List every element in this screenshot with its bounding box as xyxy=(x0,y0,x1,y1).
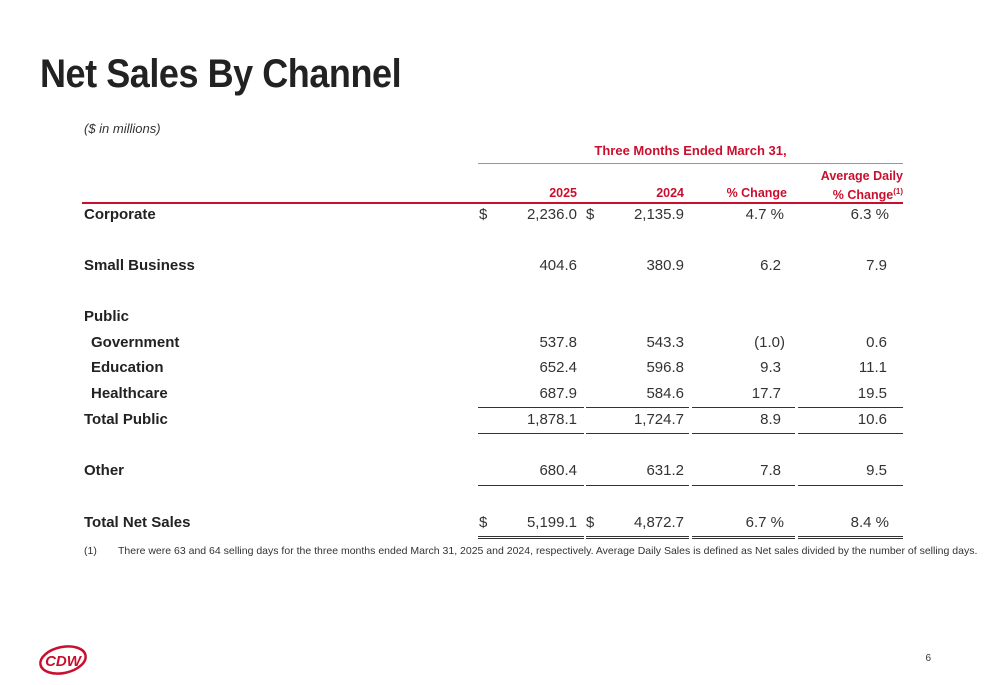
value-avg-daily-change: 10.6 xyxy=(857,411,887,428)
table-row-education: Education 652.4 596.8 9.3 11.1 xyxy=(0,359,1000,381)
value-avg-daily-change: 11.1 xyxy=(858,359,887,376)
other-rule xyxy=(586,485,689,486)
value-2025: 404.6 xyxy=(539,257,577,274)
value-avg-daily-change: 9.5 xyxy=(866,462,887,479)
table-row-small-business: Small Business 404.6 380.9 6.2 7.9 xyxy=(0,257,1000,279)
dollar-sign: $ xyxy=(479,206,488,223)
value-2025: 537.8 xyxy=(539,334,577,351)
value-pct-change: 6.2 xyxy=(760,257,781,274)
value-pct-change: 6.7 % xyxy=(745,514,784,531)
footnote-ref: (1) xyxy=(893,187,903,196)
grand-total-double-rule xyxy=(692,536,795,542)
total-public-rule xyxy=(798,433,903,434)
value-pct-change: (1.0) xyxy=(754,334,785,351)
row-label: Small Business xyxy=(84,257,195,274)
svg-text:CDW: CDW xyxy=(45,653,83,670)
column-header-avg-daily: Average Daily % Change(1) xyxy=(783,169,903,203)
value-pct-change: 4.7 % xyxy=(745,206,784,223)
value-avg-daily-change: 7.9 xyxy=(866,257,887,274)
value-2024: 631.2 xyxy=(646,462,684,479)
value-2024: 1,724.7 xyxy=(633,411,684,428)
value-2024: 4,872.7 xyxy=(633,514,684,531)
value-2024: 584.6 xyxy=(646,385,684,402)
value-avg-daily-change: 8.4 % xyxy=(850,514,889,531)
cdw-logo: CDW xyxy=(38,643,90,682)
row-label: Other xyxy=(84,462,125,479)
table-row-corporate: Corporate $ 2,236.0 $ 2,135.9 4.7 % 6.3 … xyxy=(0,206,1000,228)
value-pct-change: 9.3 xyxy=(760,359,781,376)
grand-total-double-rule xyxy=(586,536,689,542)
table-row-government: Government 537.8 543.3 (1.0) 0.6 xyxy=(0,334,1000,356)
value-pct-change: 8.9 xyxy=(760,411,781,428)
subtotal-rule xyxy=(586,407,689,408)
page-number: 6 xyxy=(925,653,931,664)
table-row-total-public: Total Public 1,878.1 1,724.7 8.9 10.6 xyxy=(0,411,1000,433)
row-label: Government xyxy=(91,334,180,351)
footnote: (1) There were 63 and 64 selling days for… xyxy=(84,545,977,557)
value-2025: 687.9 xyxy=(539,385,577,402)
value-avg-daily-change: 0.6 xyxy=(866,334,887,351)
value-2025: 5,199.1 xyxy=(526,514,577,531)
value-avg-daily-change: 6.3 % xyxy=(850,206,889,223)
value-pct-change: 17.7 xyxy=(751,385,781,402)
other-rule xyxy=(692,485,795,486)
table-row-total-net-sales: Total Net Sales $ 5,199.1 $ 4,872.7 6.7 … xyxy=(0,514,1000,536)
total-public-rule xyxy=(692,433,795,434)
column-header-2025: 2025 xyxy=(549,186,577,200)
dollar-sign: $ xyxy=(479,514,488,531)
cdw-logo-icon: CDW xyxy=(39,645,87,675)
value-2025: 2,236.0 xyxy=(526,206,577,223)
row-label: Healthcare xyxy=(91,385,168,402)
value-2024: 596.8 xyxy=(646,359,684,376)
other-rule xyxy=(798,485,903,486)
total-public-rule xyxy=(478,433,584,434)
table-row-healthcare: Healthcare 687.9 584.6 17.7 19.5 xyxy=(0,385,1000,407)
value-2024: 380.9 xyxy=(646,257,684,274)
grand-total-double-rule xyxy=(478,536,584,542)
page-title: Net Sales By Channel xyxy=(40,52,402,96)
row-label: Corporate xyxy=(84,206,156,223)
value-avg-daily-change: 19.5 xyxy=(857,385,887,402)
table-row-other: Other 680.4 631.2 7.8 9.5 xyxy=(0,462,1000,484)
dollar-sign: $ xyxy=(586,514,595,531)
total-public-rule xyxy=(586,433,689,434)
subtotal-rule xyxy=(692,407,795,408)
column-header-avg-daily-line2: % Change(1) xyxy=(832,187,903,203)
subtotal-rule xyxy=(478,407,584,408)
value-2025: 680.4 xyxy=(539,462,577,479)
table-row-public-header: Public xyxy=(0,308,1000,330)
row-label: Public xyxy=(84,308,130,325)
subtotal-rule xyxy=(798,407,903,408)
footnote-text: There were 63 and 64 selling days for th… xyxy=(118,545,978,557)
other-rule xyxy=(478,485,584,486)
column-header-avg-daily-line1: Average Daily xyxy=(820,169,903,183)
value-2024: 543.3 xyxy=(646,334,684,351)
row-label: Education xyxy=(91,359,164,376)
period-header: Three Months Ended March 31, xyxy=(594,143,787,158)
value-2025: 652.4 xyxy=(539,359,577,376)
value-2025: 1,878.1 xyxy=(526,411,577,428)
grand-total-double-rule xyxy=(798,536,903,542)
row-label: Total Net Sales xyxy=(84,514,191,531)
period-header-rule xyxy=(478,163,903,164)
units-note: ($ in millions) xyxy=(84,121,161,136)
row-label: Total Public xyxy=(84,411,168,428)
header-rule xyxy=(82,202,903,204)
footnote-number: (1) xyxy=(84,545,97,557)
column-header-2024: 2024 xyxy=(656,186,684,200)
value-pct-change: 7.8 xyxy=(760,462,781,479)
dollar-sign: $ xyxy=(586,206,595,223)
value-2024: 2,135.9 xyxy=(633,206,684,223)
column-header-pct-change: % Change xyxy=(726,186,787,200)
